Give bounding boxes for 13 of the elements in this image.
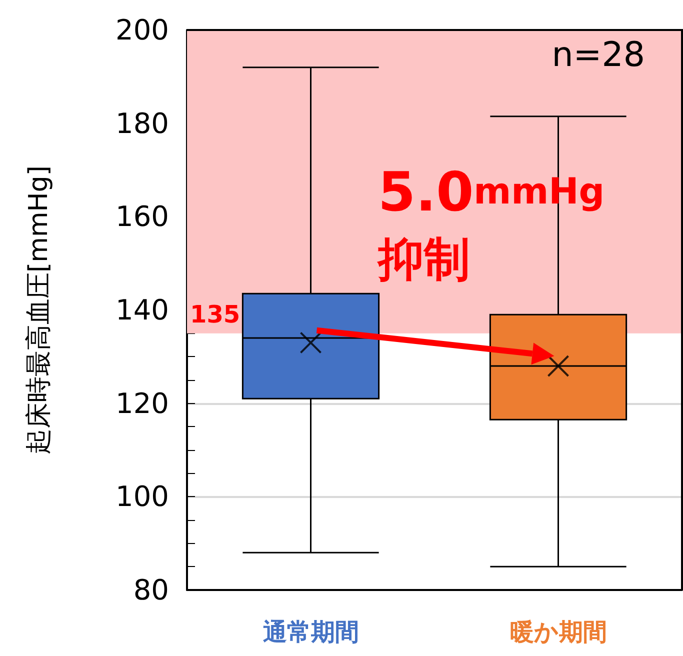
y-tick-label: 200 [116,14,169,46]
y-axis-title: 起床時最高血圧[mmHg] [24,166,54,454]
band-label: 135 [190,300,240,328]
x-tick-label: 暖か期間 [510,618,607,646]
x-tick-label: 通常期間 [262,618,359,646]
y-tick-label: 160 [116,200,169,234]
y-tick-label: 180 [116,106,169,140]
y-tick-label: 100 [116,480,169,514]
annotation: 抑制 [376,232,470,286]
y-tick-label: 140 [116,294,169,326]
annotation: n=28 [552,35,646,75]
y-tick-label: 120 [116,386,169,420]
y-tick-label: 80 [133,574,169,606]
